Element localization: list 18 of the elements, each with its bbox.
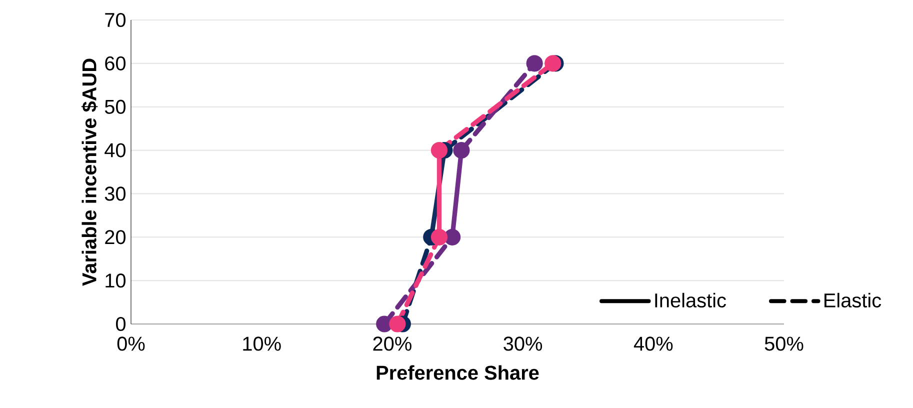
y-tick-label: 20 [105, 230, 126, 244]
x-tick-label: 50% [764, 336, 804, 351]
x-tick-label: 40% [634, 336, 673, 351]
legend-label: Elastic [824, 292, 882, 308]
x-axis-title: Preference Share [376, 365, 539, 380]
y-tick-label: 50 [104, 100, 126, 114]
x-tick-label: 0% [117, 336, 145, 351]
y-tick-label: 70 [105, 12, 126, 28]
x-tick-label: 10% [243, 336, 281, 351]
legend-label: Inelastic [655, 292, 726, 308]
x-tick-label: 30% [504, 336, 542, 351]
y-axis-title: Variable incentive $AUD [81, 58, 98, 286]
y-tick-label: 10 [106, 274, 126, 288]
y-tick-label: 40 [104, 143, 126, 158]
y-tick-label: 30 [104, 186, 126, 201]
y-tick-label: 0 [116, 316, 126, 332]
x-tick-label: 20% [373, 336, 412, 351]
y-tick-label: 60 [105, 56, 126, 70]
